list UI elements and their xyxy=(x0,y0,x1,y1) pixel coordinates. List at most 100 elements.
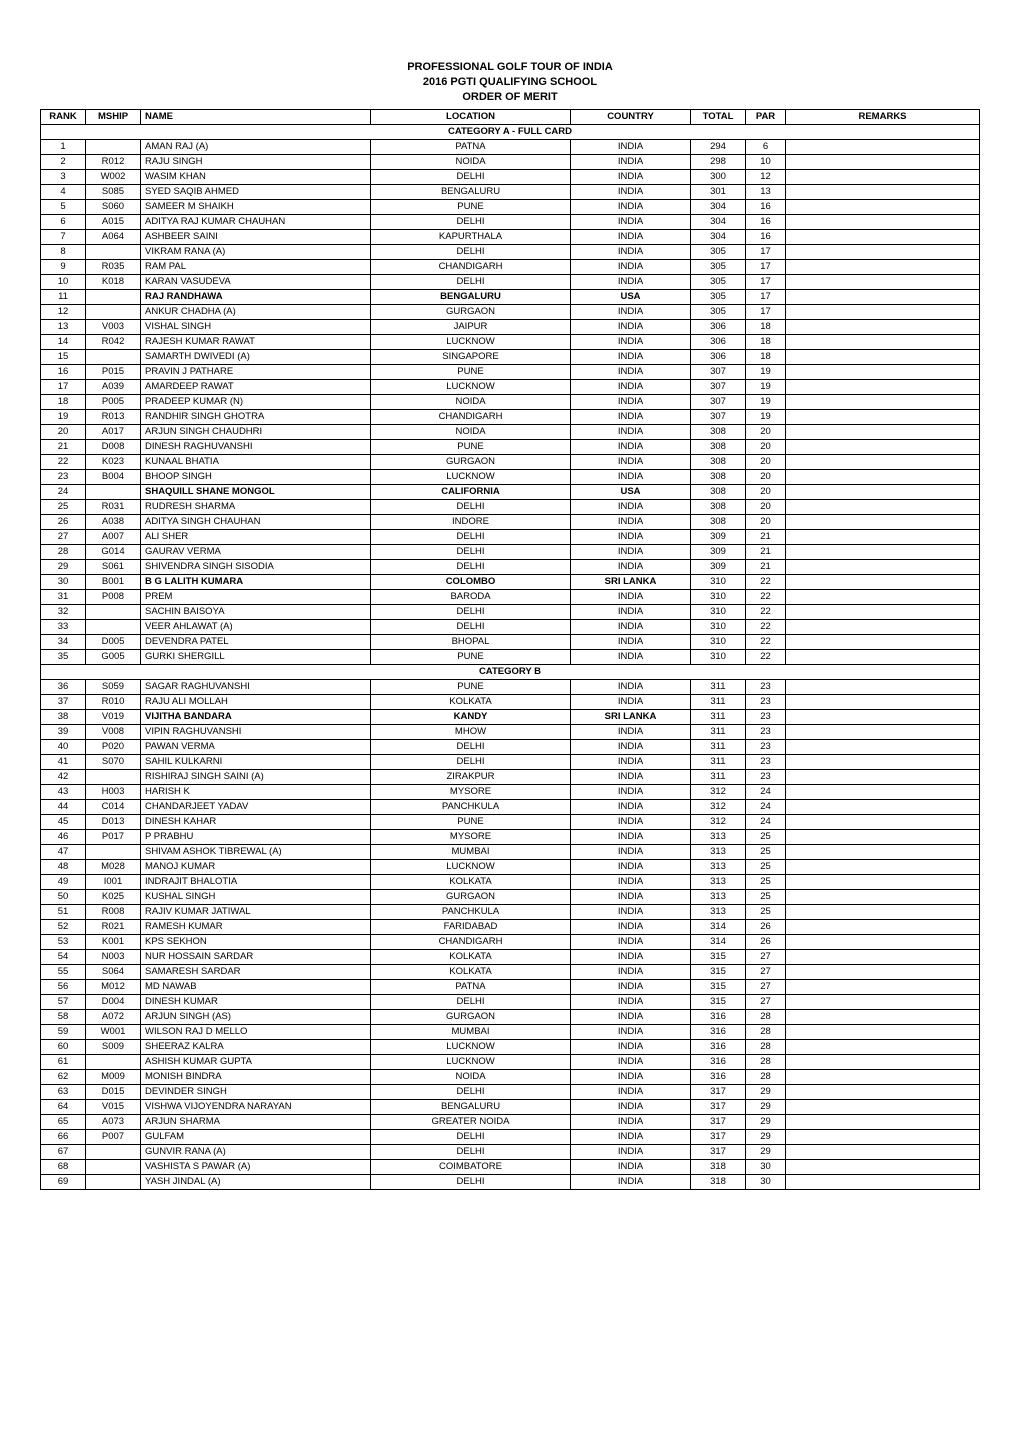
cell-rank: 63 xyxy=(41,1084,86,1099)
cell-name: AMAN RAJ (A) xyxy=(141,139,371,154)
cell-mship xyxy=(86,769,141,784)
cell-remarks xyxy=(786,334,980,349)
table-row: 5S060SAMEER M SHAIKHPUNEINDIA30416 xyxy=(41,199,980,214)
cell-remarks xyxy=(786,889,980,904)
cell-mship: A007 xyxy=(86,529,141,544)
cell-mship: S070 xyxy=(86,754,141,769)
cell-country: INDIA xyxy=(571,724,691,739)
cell-location: LUCKNOW xyxy=(371,334,571,349)
cell-country: INDIA xyxy=(571,619,691,634)
cell-mship xyxy=(86,484,141,499)
cell-location: NOIDA xyxy=(371,1069,571,1084)
cell-mship: V015 xyxy=(86,1099,141,1114)
cell-mship: A038 xyxy=(86,514,141,529)
cell-country: INDIA xyxy=(571,454,691,469)
cell-location: DELHI xyxy=(371,619,571,634)
cell-rank: 36 xyxy=(41,679,86,694)
cell-location: LUCKNOW xyxy=(371,859,571,874)
cell-par: 22 xyxy=(746,634,786,649)
cell-location: BENGALURU xyxy=(371,184,571,199)
table-head: RANK MSHIP NAME LOCATION COUNTRY TOTAL P… xyxy=(41,109,980,124)
cell-remarks xyxy=(786,139,980,154)
table-row: 28G014GAURAV VERMADELHIINDIA30921 xyxy=(41,544,980,559)
cell-par: 17 xyxy=(746,274,786,289)
cell-total: 309 xyxy=(691,529,746,544)
cell-par: 22 xyxy=(746,649,786,664)
cell-name: DINESH KUMAR xyxy=(141,994,371,1009)
cell-name: AMARDEEP RAWAT xyxy=(141,379,371,394)
table-row: 39V008VIPIN RAGHUVANSHIMHOWINDIA31123 xyxy=(41,724,980,739)
cell-rank: 25 xyxy=(41,499,86,514)
cell-location: PUNE xyxy=(371,439,571,454)
cell-country: INDIA xyxy=(571,604,691,619)
cell-name: SAGAR RAGHUVANSHI xyxy=(141,679,371,694)
cell-rank: 9 xyxy=(41,259,86,274)
table-row: 69YASH JINDAL (A)DELHIINDIA31830 xyxy=(41,1174,980,1189)
cell-country: INDIA xyxy=(571,919,691,934)
table-row: 26A038ADITYA SINGH CHAUHANINDOREINDIA308… xyxy=(41,514,980,529)
cell-par: 17 xyxy=(746,244,786,259)
cell-name: PREM xyxy=(141,589,371,604)
table-row: 63D015DEVINDER SINGHDELHIINDIA31729 xyxy=(41,1084,980,1099)
cell-remarks xyxy=(786,739,980,754)
table-row: 22K023KUNAAL BHATIAGURGAONINDIA30820 xyxy=(41,454,980,469)
cell-total: 318 xyxy=(691,1159,746,1174)
cell-remarks xyxy=(786,259,980,274)
cell-country: INDIA xyxy=(571,244,691,259)
cell-par: 26 xyxy=(746,919,786,934)
cell-location: DELHI xyxy=(371,559,571,574)
cell-name: GAURAV VERMA xyxy=(141,544,371,559)
cell-par: 20 xyxy=(746,424,786,439)
table-row: 65A073ARJUN SHARMAGREATER NOIDAINDIA3172… xyxy=(41,1114,980,1129)
cell-par: 19 xyxy=(746,364,786,379)
table-row: 18P005PRADEEP KUMAR (N)NOIDAINDIA30719 xyxy=(41,394,980,409)
cell-total: 315 xyxy=(691,949,746,964)
cell-par: 21 xyxy=(746,529,786,544)
cell-country: INDIA xyxy=(571,169,691,184)
cell-name: DEVENDRA PATEL xyxy=(141,634,371,649)
cell-country: INDIA xyxy=(571,259,691,274)
table-row: 8VIKRAM RANA (A)DELHIINDIA30517 xyxy=(41,244,980,259)
cell-name: MANOJ KUMAR xyxy=(141,859,371,874)
cell-country: INDIA xyxy=(571,829,691,844)
cell-mship: R035 xyxy=(86,259,141,274)
cell-par: 18 xyxy=(746,349,786,364)
cell-location: CALIFORNIA xyxy=(371,484,571,499)
cell-location: DELHI xyxy=(371,754,571,769)
cell-mship: G014 xyxy=(86,544,141,559)
cell-location: LUCKNOW xyxy=(371,379,571,394)
cell-total: 311 xyxy=(691,709,746,724)
cell-mship: A064 xyxy=(86,229,141,244)
cell-country: INDIA xyxy=(571,274,691,289)
cell-location: DELHI xyxy=(371,1084,571,1099)
cell-par: 20 xyxy=(746,454,786,469)
cell-rank: 28 xyxy=(41,544,86,559)
cell-par: 25 xyxy=(746,844,786,859)
cell-remarks xyxy=(786,244,980,259)
cell-par: 29 xyxy=(746,1099,786,1114)
cell-name: PAWAN VERMA xyxy=(141,739,371,754)
table-row: 7A064ASHBEER SAINIKAPURTHALAINDIA30416 xyxy=(41,229,980,244)
cell-mship: P020 xyxy=(86,739,141,754)
cell-name: DINESH RAGHUVANSHI xyxy=(141,439,371,454)
cell-remarks xyxy=(786,289,980,304)
cell-remarks xyxy=(786,409,980,424)
cell-name: KUSHAL SINGH xyxy=(141,889,371,904)
cell-total: 315 xyxy=(691,979,746,994)
cell-name: MONISH BINDRA xyxy=(141,1069,371,1084)
cell-remarks xyxy=(786,1099,980,1114)
cell-mship: R012 xyxy=(86,154,141,169)
table-row: 64V015VISHWA VIJOYENDRA NARAYANBENGALURU… xyxy=(41,1099,980,1114)
cell-total: 308 xyxy=(691,514,746,529)
cell-name: WILSON RAJ D MELLO xyxy=(141,1024,371,1039)
cell-name: SHIVAM ASHOK TIBREWAL (A) xyxy=(141,844,371,859)
table-row: 10K018KARAN VASUDEVADELHIINDIA30517 xyxy=(41,274,980,289)
cell-mship xyxy=(86,1174,141,1189)
cell-location: NOIDA xyxy=(371,394,571,409)
cell-name: RAM PAL xyxy=(141,259,371,274)
cell-par: 22 xyxy=(746,604,786,619)
cell-remarks xyxy=(786,994,980,1009)
cell-rank: 1 xyxy=(41,139,86,154)
cell-country: INDIA xyxy=(571,424,691,439)
cell-total: 312 xyxy=(691,814,746,829)
